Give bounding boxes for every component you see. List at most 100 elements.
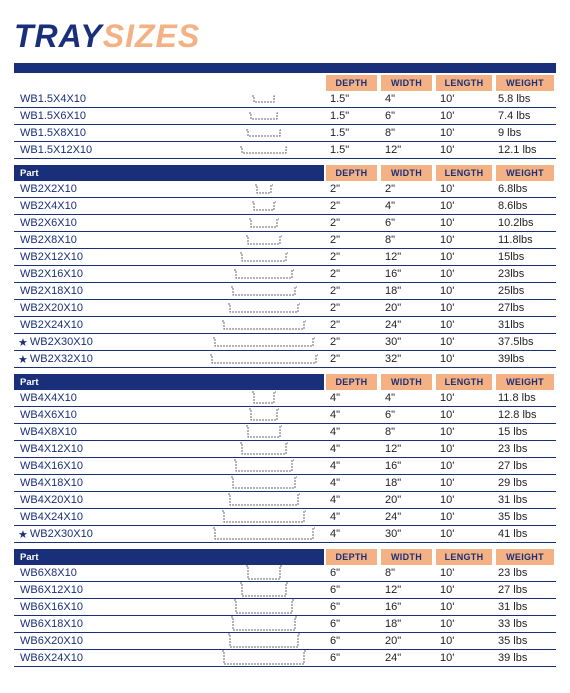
table-row: WB2X4X10 2" 4" 10' 8.6lbs <box>14 198 556 215</box>
cell-width: 24" <box>379 319 434 331</box>
cell-length: 10' <box>434 353 494 365</box>
cell-weight: 23lbs <box>494 268 556 280</box>
cell-depth: 4" <box>324 511 379 523</box>
cell-weight: 12.1 lbs <box>494 144 556 156</box>
table-row: WB1.5X8X10 1.5" 8" 10' 9 lbs <box>14 125 556 142</box>
col-length: LENGTH <box>434 75 494 91</box>
part-number: WB1.5X4X10 <box>14 93 204 105</box>
col-width: WIDTH <box>379 374 434 390</box>
cell-width: 12" <box>379 584 434 596</box>
table-row: WB1.5X4X10 1.5" 4" 10' 5.8 lbs <box>14 91 556 108</box>
col-length: LENGTH <box>434 374 494 390</box>
cell-length: 10' <box>434 285 494 297</box>
tray-icon <box>204 337 324 348</box>
cell-depth: 2" <box>324 183 379 195</box>
cell-length: 10' <box>434 110 494 122</box>
cell-weight: 10.2lbs <box>494 217 556 229</box>
part-number: WB2X12X10 <box>14 251 204 263</box>
title-part2: SIZES <box>103 18 200 54</box>
part-label: Part <box>14 374 324 390</box>
cell-depth: 6" <box>324 567 379 579</box>
cell-weight: 37.5lbs <box>494 336 556 348</box>
table-row: WB6X12X10 6" 12" 10' 27 lbs <box>14 582 556 599</box>
col-length: LENGTH <box>434 165 494 181</box>
cell-length: 10' <box>434 618 494 630</box>
cell-length: 10' <box>434 477 494 489</box>
cell-width: 8" <box>379 567 434 579</box>
table-row: WB2X24X10 2" 24" 10' 31lbs <box>14 317 556 334</box>
cell-width: 4" <box>379 93 434 105</box>
table-row: WB2X18X10 2" 18" 10' 25lbs <box>14 283 556 300</box>
part-number: WB4X20X10 <box>14 494 204 506</box>
part-number: ★WB2X32X10 <box>14 353 204 366</box>
part-number: WB4X24X10 <box>14 511 204 523</box>
table-row: WB2X16X10 2" 16" 10' 23lbs <box>14 266 556 283</box>
cell-length: 10' <box>434 511 494 523</box>
col-width: WIDTH <box>379 165 434 181</box>
cell-width: 12" <box>379 144 434 156</box>
cell-depth: 2" <box>324 285 379 297</box>
cell-depth: 4" <box>324 528 379 540</box>
cell-length: 10' <box>434 251 494 263</box>
part-number: WB6X20X10 <box>14 635 204 647</box>
cell-width: 4" <box>379 392 434 404</box>
cell-depth: 4" <box>324 477 379 489</box>
tray-icon <box>204 303 324 314</box>
cell-width: 18" <box>379 477 434 489</box>
cell-depth: 2" <box>324 234 379 246</box>
tray-icon <box>204 269 324 280</box>
cell-width: 16" <box>379 268 434 280</box>
cell-weight: 31 lbs <box>494 601 556 613</box>
cell-weight: 35 lbs <box>494 635 556 647</box>
cell-depth: 2" <box>324 353 379 365</box>
cell-length: 10' <box>434 494 494 506</box>
cell-depth: 4" <box>324 409 379 421</box>
cell-width: 24" <box>379 652 434 664</box>
part-number: ★WB2X30X10 <box>14 528 204 541</box>
table-row: WB2X12X10 2" 12" 10' 15lbs <box>14 249 556 266</box>
cell-weight: 11.8lbs <box>494 234 556 246</box>
cell-width: 6" <box>379 409 434 421</box>
col-depth: DEPTH <box>324 549 379 565</box>
cell-length: 10' <box>434 144 494 156</box>
col-depth: DEPTH <box>324 75 379 91</box>
cell-width: 6" <box>379 110 434 122</box>
header-row: DEPTH WIDTH LENGTH WEIGHT <box>14 75 556 91</box>
cell-width: 8" <box>379 426 434 438</box>
cell-depth: 1.5" <box>324 110 379 122</box>
table-row: WB1.5X6X10 1.5" 6" 10' 7.4 lbs <box>14 108 556 125</box>
col-length: LENGTH <box>434 549 494 565</box>
col-weight: WEIGHT <box>494 374 556 390</box>
col-weight: WEIGHT <box>494 75 556 91</box>
tray-icon <box>204 320 324 331</box>
tray-icon <box>204 354 324 365</box>
cell-length: 10' <box>434 127 494 139</box>
cell-weight: 12.8 lbs <box>494 409 556 421</box>
cell-weight: 27 lbs <box>494 584 556 596</box>
cell-weight: 27lbs <box>494 302 556 314</box>
cell-weight: 39lbs <box>494 353 556 365</box>
tray-icon <box>204 235 324 246</box>
star-icon: ★ <box>18 336 28 349</box>
tray-icon <box>204 582 324 598</box>
cell-weight: 15lbs <box>494 251 556 263</box>
part-number: WB2X2X10 <box>14 183 204 195</box>
cell-depth: 6" <box>324 652 379 664</box>
part-number: WB1.5X6X10 <box>14 110 204 122</box>
part-number: WB2X20X10 <box>14 302 204 314</box>
table-row: WB6X24X10 6" 24" 10' 39 lbs <box>14 650 556 667</box>
cell-length: 10' <box>434 652 494 664</box>
cell-depth: 6" <box>324 601 379 613</box>
col-weight: WEIGHT <box>494 165 556 181</box>
cell-weight: 31lbs <box>494 319 556 331</box>
cell-depth: 2" <box>324 251 379 263</box>
cell-depth: 4" <box>324 494 379 506</box>
part-header-row: Part DEPTH WIDTH LENGTH WEIGHT <box>14 374 556 390</box>
col-weight: WEIGHT <box>494 549 556 565</box>
cell-width: 16" <box>379 601 434 613</box>
page-title: TRAYSIZES <box>14 18 556 55</box>
table-row: WB6X8X10 6" 8" 10' 23 lbs <box>14 565 556 582</box>
part-number: WB2X18X10 <box>14 285 204 297</box>
cell-weight: 5.8 lbs <box>494 93 556 105</box>
col-depth: DEPTH <box>324 374 379 390</box>
